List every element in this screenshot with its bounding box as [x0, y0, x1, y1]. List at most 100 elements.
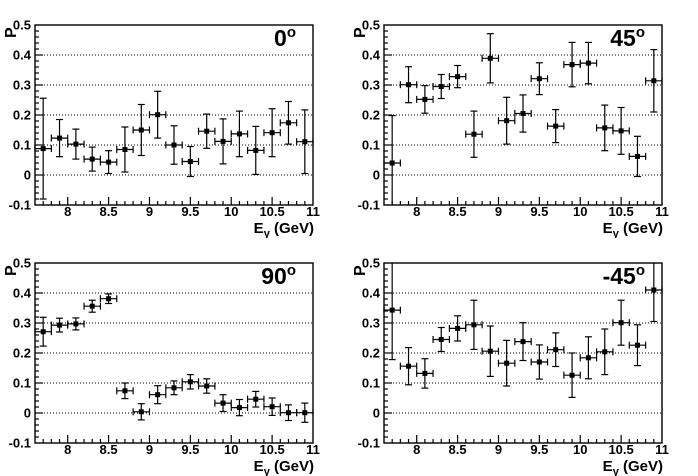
data-point [481, 325, 500, 377]
x-tick-label: 8 [413, 204, 420, 219]
data-point [246, 390, 265, 408]
data-point [546, 108, 565, 144]
y-tick-label: 0.3 [13, 78, 31, 93]
data-point [165, 380, 183, 396]
angle-label: -45o [603, 262, 645, 289]
y-tick-label: -0.1 [9, 198, 31, 213]
data-point [181, 374, 200, 390]
marker-square [602, 125, 608, 131]
data-point [279, 404, 298, 422]
x-tick-label: 8 [64, 442, 71, 457]
marker-square [187, 379, 193, 385]
y-tick-label: 0.2 [362, 346, 380, 361]
marker-square [171, 142, 177, 148]
data-point [197, 113, 216, 149]
data-point [99, 293, 118, 305]
y-tick-label: 0.5 [362, 18, 380, 33]
x-tick-label: 10 [573, 204, 587, 219]
data-point [481, 33, 500, 84]
data-point [530, 344, 549, 380]
data-point [563, 352, 581, 398]
data-point [612, 106, 630, 155]
data-point [83, 146, 102, 172]
data-point [67, 317, 85, 331]
data-point [628, 324, 647, 367]
marker-square [569, 372, 575, 378]
x-tick-label: 11 [306, 204, 320, 219]
data-point [579, 41, 598, 85]
y-tick-label: 0 [24, 168, 31, 183]
data-point [50, 118, 69, 158]
data-point [296, 109, 314, 175]
marker-square [171, 385, 177, 391]
data-point [263, 397, 281, 416]
y-axis-title: P [352, 27, 369, 38]
data-point [132, 103, 151, 157]
marker-square [553, 123, 559, 129]
data-point [181, 145, 200, 178]
marker-square [651, 287, 657, 293]
data-point [116, 126, 134, 173]
panel-90deg: 8 8.5 9 9.5 10 10.5 11 -0.1 0 0.1 0.2 0.3 0.4 0.5 Eγ (… [0, 238, 349, 476]
marker-square [602, 349, 608, 355]
x-tick-label: 9.5 [530, 204, 548, 219]
data-point [214, 118, 232, 165]
marker-square [285, 120, 291, 126]
data-point [432, 326, 451, 353]
marker-square [57, 322, 63, 328]
data-point [497, 339, 516, 387]
marker-square [569, 62, 575, 68]
angle-label: 45o [610, 24, 645, 51]
marker-square [187, 159, 193, 164]
marker-square [40, 329, 46, 335]
marker-square [553, 347, 559, 353]
plot--45deg: 8 8.5 9 9.5 10 10.5 11 -0.1 0 0.1 0.2 0.3 0.4 0.5 Eγ (… [352, 256, 669, 476]
marker-square [422, 370, 428, 376]
marker-square [236, 131, 242, 137]
y-tick-label: 0.4 [13, 48, 32, 63]
x-axis-title: Eγ (GeV) [254, 220, 314, 238]
data-point [148, 385, 167, 405]
marker-square [471, 131, 477, 137]
x-tick-label: 9 [495, 442, 502, 457]
data-point [197, 378, 216, 394]
y-tick-label: 0.4 [13, 286, 32, 301]
marker-square [236, 405, 242, 411]
y-tick-label: 0 [373, 406, 380, 421]
data-point [416, 84, 434, 114]
marker-square [471, 322, 477, 328]
marker-square [220, 400, 226, 406]
data-point [514, 322, 532, 362]
marker-square [89, 156, 95, 162]
marker-square [204, 128, 210, 134]
y-tick-label: 0.1 [13, 376, 31, 391]
marker-square [487, 55, 493, 61]
marker-square [536, 76, 542, 82]
data-point [34, 316, 52, 347]
x-tick-label: 8 [64, 204, 71, 219]
data-point [383, 114, 401, 205]
marker-square [651, 78, 657, 84]
y-tick-label: 0.5 [13, 18, 31, 33]
x-tick-label: 10.5 [259, 204, 284, 219]
panel-45deg: 8 8.5 9 9.5 10 10.5 11 -0.1 0 0.1 0.2 0.3 0.4 0.5 Eγ (… [349, 0, 698, 238]
data-point [579, 336, 598, 380]
y-tick-label: 0.1 [362, 138, 380, 153]
marker-square [73, 141, 79, 147]
x-tick-label: 8 [413, 442, 420, 457]
y-tick-label: -0.1 [358, 198, 380, 213]
y-tick-label: 0.1 [362, 376, 380, 391]
y-tick-label: 0.3 [13, 316, 31, 331]
data-point [99, 150, 118, 175]
x-tick-label: 11 [655, 442, 669, 457]
data-point [399, 346, 418, 386]
marker-square [302, 139, 308, 145]
marker-square [389, 160, 395, 166]
data-point [432, 73, 451, 100]
data-point [263, 108, 281, 158]
x-axis-title: Eγ (GeV) [254, 458, 314, 476]
data-point [165, 125, 183, 165]
x-axis-title: Eγ (GeV) [603, 220, 663, 238]
y-tick-label: 0 [24, 406, 31, 421]
